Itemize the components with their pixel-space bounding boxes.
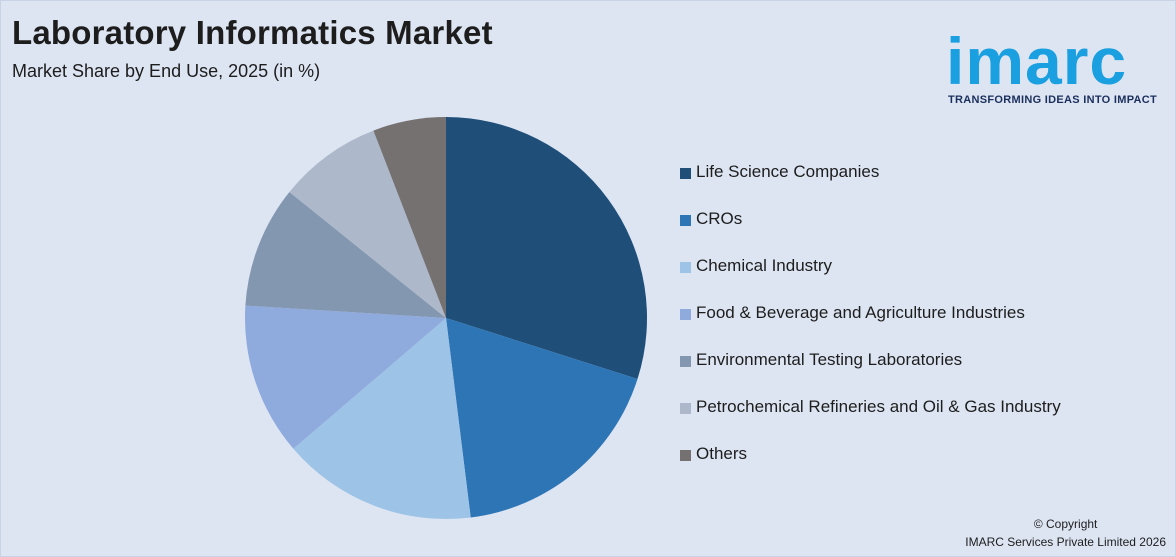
copyright-line-1: © Copyright: [1033, 517, 1098, 531]
legend-swatch: [680, 168, 691, 179]
pie-slice-petrochemical-refineries-and-oil-gas-industry: [289, 130, 446, 318]
pie-slice-environmental-testing-laboratories: [245, 191, 446, 318]
legend-label: Chemical Industry: [696, 256, 833, 275]
imarc-logo: imarc TRANSFORMING IDEAS INTO IMPACT: [940, 10, 1172, 110]
legend-label: CROs: [696, 209, 743, 228]
legend-swatch: [680, 403, 691, 414]
legend-item: Others: [680, 444, 1061, 491]
page-title: Laboratory Informatics Market: [12, 14, 493, 51]
copyright-line-2: IMARC Services Private Limited 2026: [965, 535, 1166, 549]
legend-item: Environmental Testing Laboratories: [680, 350, 1061, 397]
logo-tagline: TRANSFORMING IDEAS INTO IMPACT: [948, 94, 1158, 106]
legend-label: Environmental Testing Laboratories: [696, 350, 963, 369]
legend-item: Food & Beverage and Agriculture Industri…: [680, 303, 1061, 350]
legend-label: Life Science Companies: [696, 162, 880, 181]
legend-item: Chemical Industry: [680, 256, 1061, 303]
legend-item: Life Science Companies: [680, 162, 1061, 209]
pie-slice-others: [373, 117, 446, 318]
pie-slice-chemical-industry: [293, 318, 471, 519]
pie-slice-cros: [446, 318, 638, 518]
legend-swatch: [680, 450, 691, 461]
pie-slice-food-beverage-and-agriculture-industries: [244, 305, 446, 449]
legend-label: Food & Beverage and Agriculture Industri…: [696, 303, 1025, 322]
legend-item: Petrochemical Refineries and Oil & Gas I…: [680, 397, 1061, 444]
logo-wordmark: imarc: [946, 24, 1128, 98]
legend-item: CROs: [680, 209, 1061, 256]
legend-swatch: [680, 215, 691, 226]
pie-slice-life-science-companies: [446, 117, 647, 379]
legend-label: Petrochemical Refineries and Oil & Gas I…: [696, 397, 1061, 416]
chart-legend: Life Science Companies CROs Chemical Indus…: [680, 162, 1061, 491]
page-subtitle: Market Share by End Use, 2025 (in %): [12, 61, 321, 81]
legend-swatch: [680, 262, 691, 273]
copyright: © Copyright IMARC Services Private Limit…: [965, 515, 1166, 551]
legend-swatch: [680, 356, 691, 367]
legend-swatch: [680, 309, 691, 320]
legend-label: Others: [696, 444, 748, 463]
